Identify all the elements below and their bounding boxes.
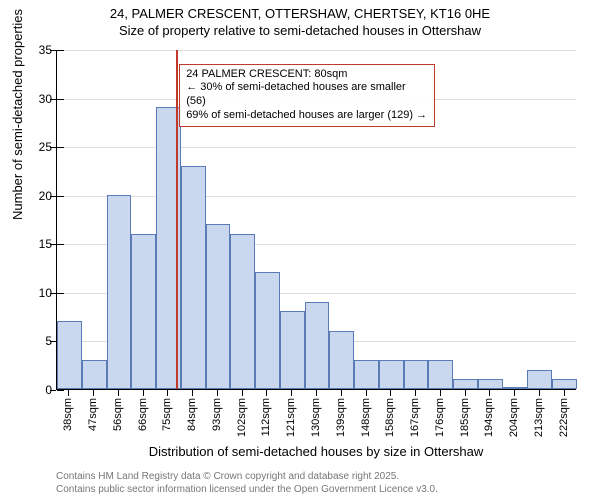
x-tick-label: 47sqm [87, 398, 99, 431]
x-tick [489, 390, 490, 396]
bar [503, 387, 528, 389]
x-tick-label: 148sqm [360, 398, 372, 437]
x-tick-label: 93sqm [211, 398, 223, 431]
x-tick-label: 112sqm [260, 398, 272, 436]
x-tick [167, 390, 168, 396]
x-tick [415, 390, 416, 396]
bar [230, 234, 255, 389]
title-block: 24, PALMER CRESCENT, OTTERSHAW, CHERTSEY… [0, 0, 600, 40]
x-axis-title: Distribution of semi-detached houses by … [56, 444, 576, 459]
title-line-2: Size of property relative to semi-detach… [0, 23, 600, 40]
x-tick-label: 139sqm [335, 398, 347, 437]
x-tick-label: 75sqm [161, 398, 173, 431]
y-tick-outer [50, 390, 56, 391]
reference-vline [176, 50, 178, 389]
plot-area: 24 PALMER CRESCENT: 80sqm ← 30% of semi-… [56, 50, 576, 390]
bar [206, 224, 231, 389]
x-tick-label: 194sqm [483, 398, 495, 437]
bar [305, 302, 330, 389]
y-tick [57, 147, 64, 148]
x-tick-label: 222sqm [558, 398, 570, 437]
annotation-box: 24 PALMER CRESCENT: 80sqm ← 30% of semi-… [179, 64, 435, 127]
x-tick-label: 158sqm [384, 398, 396, 437]
title-line-1: 24, PALMER CRESCENT, OTTERSHAW, CHERTSEY… [0, 6, 600, 23]
x-tick-label: 213sqm [533, 398, 545, 437]
bar [255, 272, 280, 389]
x-tick [217, 390, 218, 396]
annotation-line-2: ← 30% of semi-detached houses are smalle… [186, 81, 428, 109]
bar [478, 379, 503, 389]
x-tick [390, 390, 391, 396]
x-tick [118, 390, 119, 396]
x-tick-label: 66sqm [137, 398, 149, 431]
x-tick-label: 204sqm [508, 398, 520, 437]
x-tick [316, 390, 317, 396]
bar [354, 360, 379, 389]
x-tick [440, 390, 441, 396]
x-tick [341, 390, 342, 396]
x-tick [93, 390, 94, 396]
bar [181, 166, 206, 389]
x-tick [465, 390, 466, 396]
gridline [57, 196, 576, 197]
bar [404, 360, 429, 389]
bar [453, 379, 478, 389]
y-tick [57, 50, 64, 51]
x-tick-label: 84sqm [186, 398, 198, 431]
attribution-line-1: Contains HM Land Registry data © Crown c… [56, 471, 438, 484]
y-tick [57, 99, 64, 100]
attribution-line-2: Contains public sector information licen… [56, 484, 438, 497]
x-tick-label: 56sqm [112, 398, 124, 431]
x-tick [291, 390, 292, 396]
bar [379, 360, 404, 389]
gridline [57, 147, 576, 148]
x-tick [514, 390, 515, 396]
bar [552, 379, 577, 389]
x-tick-label: 38sqm [62, 398, 74, 431]
y-axis-title: Number of semi-detached properties [10, 9, 25, 220]
x-tick-label: 176sqm [434, 398, 446, 437]
x-tick [68, 390, 69, 396]
bar [428, 360, 453, 389]
x-tick [564, 390, 565, 396]
attribution: Contains HM Land Registry data © Crown c… [56, 471, 438, 496]
y-tick [57, 293, 64, 294]
x-tick-label: 102sqm [236, 398, 248, 437]
y-tick [57, 244, 64, 245]
gridline [57, 50, 576, 51]
annotation-line-3: 69% of semi-detached houses are larger (… [186, 109, 428, 123]
bar [527, 370, 552, 389]
x-tick [266, 390, 267, 396]
x-tick-label: 185sqm [459, 398, 471, 437]
bar [82, 360, 107, 389]
bar [57, 321, 82, 389]
y-tick [57, 390, 64, 391]
bar [329, 331, 354, 389]
annotation-line-1: 24 PALMER CRESCENT: 80sqm [186, 68, 428, 82]
x-tick [539, 390, 540, 396]
x-tick [242, 390, 243, 396]
y-tick [57, 196, 64, 197]
chart-container: 24, PALMER CRESCENT, OTTERSHAW, CHERTSEY… [0, 0, 600, 500]
bar [131, 234, 156, 389]
x-tick [192, 390, 193, 396]
x-tick-label: 121sqm [285, 398, 297, 437]
x-tick [366, 390, 367, 396]
x-tick-label: 130sqm [310, 398, 322, 437]
x-tick [143, 390, 144, 396]
x-tick-label: 167sqm [409, 398, 421, 437]
chart-wrap: Number of semi-detached properties 05101… [0, 42, 600, 442]
bar [107, 195, 132, 389]
bar [280, 311, 305, 389]
